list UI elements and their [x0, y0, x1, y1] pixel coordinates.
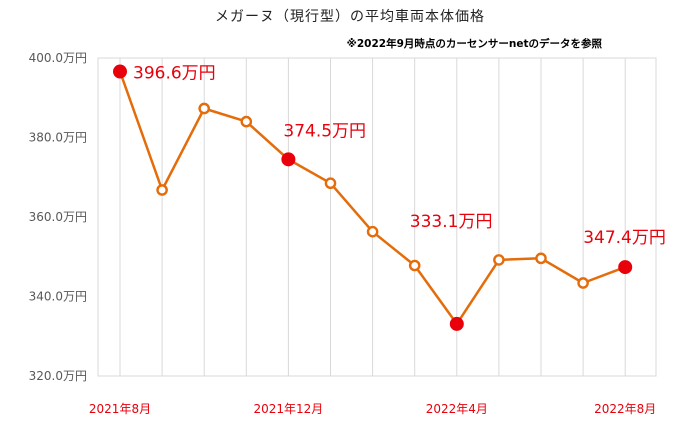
highlight-point — [618, 260, 633, 275]
highlight-point — [281, 152, 296, 167]
y-tick-label: 400.0万円 — [29, 51, 87, 65]
data-point — [493, 254, 505, 266]
price-series — [113, 64, 633, 331]
data-label: 396.6万円 — [133, 64, 216, 84]
data-point — [535, 252, 547, 265]
data-point — [366, 225, 379, 238]
data-point — [408, 259, 421, 272]
y-tick-label: 360.0万円 — [29, 210, 87, 224]
data-label: 374.5万円 — [283, 121, 366, 141]
highlight-point — [449, 316, 464, 331]
x-tick-label: 2021年12月 — [253, 402, 323, 416]
data-point — [240, 115, 253, 128]
x-tick-label: 2022年4月 — [426, 402, 488, 416]
data-label: 333.1万円 — [410, 212, 493, 232]
chart-title: メガーヌ（現行型）の平均車両本体価格 — [215, 8, 485, 25]
y-tick-label: 320.0万円 — [29, 369, 87, 383]
y-tick-label: 380.0万円 — [29, 131, 87, 145]
x-tick-label: 2021年8月 — [89, 402, 151, 416]
x-axis-ticks: 2021年8月 2021年12月 2022年4月 2022年8月 — [89, 402, 656, 416]
data-label: 347.4万円 — [583, 228, 666, 248]
x-tick-label: 2022年8月 — [594, 402, 656, 416]
highlight-point — [113, 64, 127, 79]
y-tick-label: 340.0万円 — [29, 290, 87, 304]
data-labels: 396.6万円 374.5万円 333.1万円 347.4万円 — [133, 64, 666, 249]
chart-subtitle: ※2022年9月時点のカーセンサーnetのデータを参照 — [347, 37, 603, 50]
data-point — [198, 102, 210, 115]
y-axis-ticks: 320.0万円 340.0万円 360.0万円 380.0万円 400.0万円 — [29, 51, 87, 383]
data-point — [577, 277, 589, 289]
data-point — [324, 177, 337, 190]
plot-frame — [97, 57, 657, 377]
data-point — [156, 184, 168, 196]
